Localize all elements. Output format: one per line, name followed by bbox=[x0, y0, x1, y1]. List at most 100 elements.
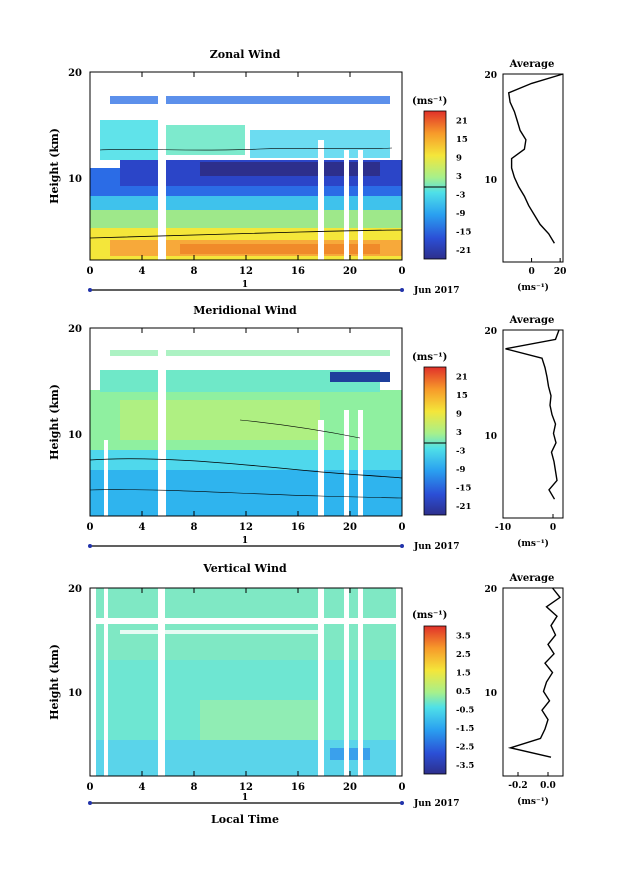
colorbar-tick-label: -9 bbox=[456, 465, 466, 475]
colorbar-ticks: 3.5 2.5 1.5 0.5 -0.5 -1.5 -2.5 -3.5 bbox=[456, 631, 474, 771]
date-axis-start bbox=[88, 544, 92, 548]
x-tick-label: 4 bbox=[139, 522, 146, 533]
colorbar-tick-label: 3.5 bbox=[456, 631, 471, 641]
x-tick-label: 8 bbox=[191, 522, 198, 533]
colorbar-tick-label: -3 bbox=[456, 446, 466, 456]
average-title: Average bbox=[509, 315, 555, 326]
average-title: Average bbox=[509, 59, 555, 70]
x-tick-label: 0 bbox=[87, 782, 94, 793]
x-tick-label: 12 bbox=[239, 266, 253, 277]
x-tick-label: 4 bbox=[139, 266, 146, 277]
x-tick-labels: 0 4 8 12 16 20 0 bbox=[87, 266, 406, 277]
x-tick-label: 8 bbox=[191, 782, 198, 793]
x-tick-label: 4 bbox=[139, 782, 146, 793]
colorbar-tick-label: -21 bbox=[456, 246, 471, 256]
average-profile-line bbox=[505, 329, 560, 500]
x-tick-label: 0 bbox=[399, 522, 406, 533]
average-x-ticks: -10 0 bbox=[495, 514, 556, 533]
average-x-ticks: -0.2 0.0 bbox=[508, 772, 556, 791]
x-tick-labels: 0 4 8 12 16 20 0 bbox=[87, 782, 406, 793]
colorbar-unit: (ms⁻¹) bbox=[412, 352, 447, 363]
colorbar-tick-label: 2.5 bbox=[456, 650, 471, 660]
avg-y-tick-10: 10 bbox=[484, 432, 497, 442]
colorbar bbox=[423, 366, 447, 516]
colorbar-tick-label: -1.5 bbox=[456, 724, 474, 734]
x-tick-label: 8 bbox=[191, 266, 198, 277]
avg-y-tick-20: 20 bbox=[484, 71, 497, 81]
x-tick-label: 0 bbox=[399, 782, 406, 793]
avg-y-tick-20: 20 bbox=[484, 585, 497, 595]
average-frame bbox=[502, 587, 564, 777]
colorbar-tick-label: 21 bbox=[456, 116, 468, 126]
avg-y-tick-10: 10 bbox=[484, 176, 497, 186]
colorbar-tick-label: -2.5 bbox=[456, 742, 474, 752]
x-tick-label: 20 bbox=[343, 782, 357, 793]
date-label: Jun 2017 bbox=[413, 799, 460, 809]
date-axis-end bbox=[400, 544, 404, 548]
colorbar bbox=[423, 110, 447, 260]
average-x-label: (ms⁻¹) bbox=[517, 796, 549, 807]
date-axis-start bbox=[88, 801, 92, 805]
panel-vertical-wind: Vertical Wind 20 10 Height (km) 0 4 8 12 16 2… bbox=[48, 562, 564, 826]
x-ticks bbox=[89, 328, 403, 516]
colorbar-tick-label: -3.5 bbox=[456, 761, 474, 771]
colorbar-tick-label: -21 bbox=[456, 502, 471, 512]
x-axis-label: Local Time bbox=[211, 813, 279, 826]
date-label: Jun 2017 bbox=[413, 542, 460, 552]
x-tick-label: 12 bbox=[239, 522, 253, 533]
panel-zonal-wind: Zonal Wind bbox=[48, 48, 566, 296]
average-x-tick-label: 0 bbox=[550, 523, 556, 533]
date-tick: 1 bbox=[242, 280, 248, 290]
y-tick-10: 10 bbox=[68, 688, 82, 699]
colorbar-tick-label: 9 bbox=[456, 153, 462, 163]
colorbar-tick-label: 9 bbox=[456, 409, 462, 419]
colorbar-tick-label: 3 bbox=[456, 428, 462, 438]
y-axis-label: Height (km) bbox=[48, 384, 61, 460]
average-frame bbox=[502, 73, 564, 263]
colorbar-unit: (ms⁻¹) bbox=[412, 610, 447, 621]
x-tick-label: 0 bbox=[87, 522, 94, 533]
date-tick: 1 bbox=[242, 536, 248, 546]
colorbar-ticks: 21 15 9 3 -3 -9 -15 -21 bbox=[456, 116, 471, 256]
colorbar-tick-label: 15 bbox=[456, 135, 468, 145]
x-tick-label: 16 bbox=[291, 522, 305, 533]
x-tick-label: 0 bbox=[399, 266, 406, 277]
colorbar bbox=[423, 625, 447, 775]
average-x-label: (ms⁻¹) bbox=[517, 538, 549, 549]
average-profile-line bbox=[507, 73, 564, 244]
colorbar-tick-label: 3 bbox=[456, 172, 462, 182]
date-label: Jun 2017 bbox=[413, 286, 460, 296]
x-tick-label: 16 bbox=[291, 782, 305, 793]
average-x-tick-label: 0 bbox=[528, 267, 534, 277]
colorbar-ticks: 21 15 9 3 -3 -9 -15 -21 bbox=[456, 372, 471, 512]
heatmap-cells bbox=[90, 588, 402, 776]
average-frame bbox=[502, 329, 564, 519]
colorbar-tick-label: -15 bbox=[456, 483, 471, 493]
avg-y-tick-10: 10 bbox=[484, 689, 497, 699]
panel-title: Vertical Wind bbox=[202, 562, 287, 575]
heatmap-cells bbox=[90, 72, 402, 260]
x-tick-label: 12 bbox=[239, 782, 253, 793]
x-ticks bbox=[89, 72, 403, 260]
panel-title: Zonal Wind bbox=[210, 48, 281, 61]
date-axis-start bbox=[88, 288, 92, 292]
date-axis-end bbox=[400, 288, 404, 292]
y-tick-20: 20 bbox=[68, 584, 82, 595]
colorbar-tick-label: -9 bbox=[456, 209, 466, 219]
y-axis-label: Height (km) bbox=[48, 128, 61, 204]
x-ticks bbox=[89, 588, 403, 776]
average-x-tick-label: 0.0 bbox=[540, 781, 556, 791]
average-x-tick-label: 20 bbox=[554, 267, 567, 277]
y-axis-label: Height (km) bbox=[48, 644, 61, 720]
y-tick-10: 10 bbox=[68, 174, 82, 185]
x-tick-label: 20 bbox=[343, 522, 357, 533]
colorbar-tick-label: 15 bbox=[456, 391, 468, 401]
panel-title: Meridional Wind bbox=[193, 304, 297, 317]
colorbar-tick-label: 21 bbox=[456, 372, 468, 382]
average-title: Average bbox=[509, 573, 555, 584]
average-x-tick-label: -0.2 bbox=[508, 781, 527, 791]
x-tick-label: 16 bbox=[291, 266, 305, 277]
heatmap-cells bbox=[90, 328, 402, 516]
colorbar-tick-label: -3 bbox=[456, 190, 466, 200]
